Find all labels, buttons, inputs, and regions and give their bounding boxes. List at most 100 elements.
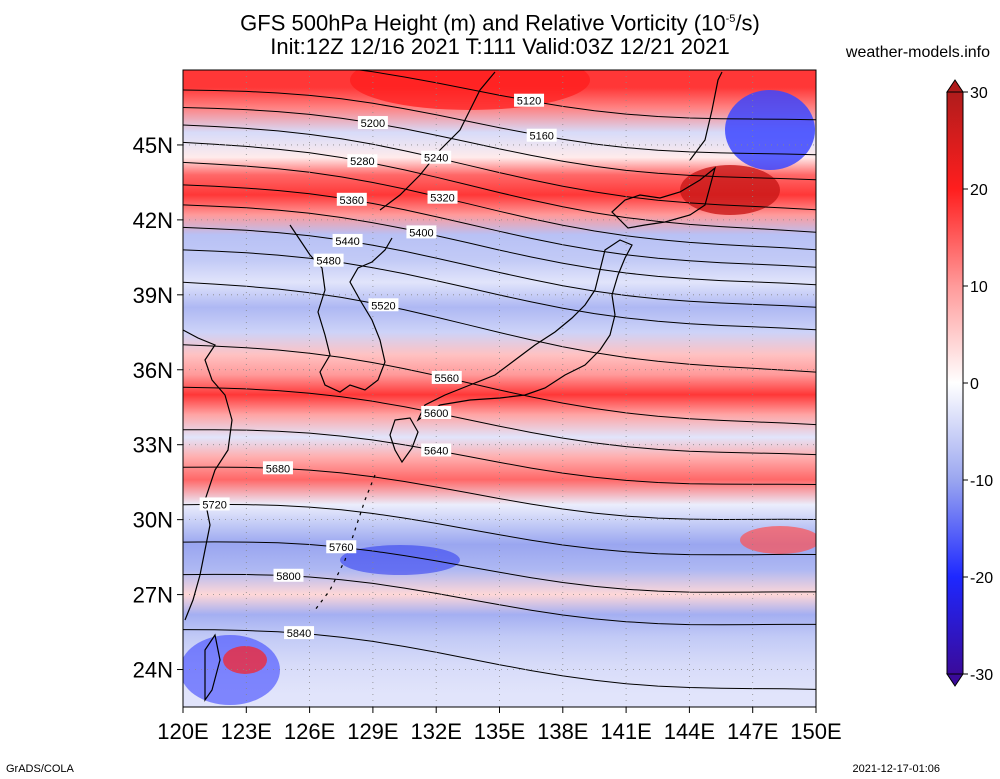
contour-label: 5440 [335, 236, 359, 248]
site-credit: weather-models.info [845, 44, 990, 61]
contour-label: 5320 [430, 193, 454, 205]
contour-label: 5240 [424, 153, 448, 165]
contour-label-bg [347, 154, 378, 168]
contour-label-bg [514, 93, 545, 107]
contour-label-bg [421, 443, 452, 457]
lon-tick-label: 132E [411, 719, 462, 744]
height-contour [183, 184, 816, 268]
chart-title-line-2: Init:12Z 12/16 2021 T:111 Valid:03Z 12/2… [270, 34, 730, 59]
height-contour [183, 89, 816, 156]
lat-tick-label: 45N [133, 133, 173, 158]
lon-tick-label: 138E [537, 719, 588, 744]
contour-label: 5600 [424, 408, 448, 420]
lat-tick-label: 33N [133, 433, 173, 458]
contour-label-bg [313, 253, 344, 267]
lon-tick-label: 129E [347, 719, 398, 744]
height-contour [183, 344, 816, 426]
contour-label-bg [421, 150, 452, 164]
colorbar-label: 30 [970, 85, 988, 102]
contour-label: 5400 [409, 227, 433, 239]
lon-tick-label: 120E [157, 719, 208, 744]
colorbar-label: 10 [970, 279, 988, 296]
contour-label: 5760 [329, 542, 353, 554]
latitude-ticks: 45N 42N 39N 36N 33N 30N 27N 24N [133, 133, 183, 683]
lon-tick-label: 126E [284, 719, 335, 744]
japan-hokkaido-coast [611, 166, 717, 229]
contour-label-bg [332, 233, 363, 247]
colorbar: 30 20 10 0 -10 -20 -30 [946, 79, 993, 687]
russia-coast [379, 71, 496, 211]
colorbar-top-arrow [946, 79, 964, 93]
colorbar-label: -10 [970, 473, 993, 490]
contour-label-bg [427, 190, 458, 204]
japan-honshu-coast [416, 239, 633, 422]
vorticity-max-south [223, 646, 267, 674]
contour-label-bg [431, 370, 462, 384]
contour-label-bg [406, 225, 437, 239]
lat-tick-label: 36N [133, 358, 173, 383]
colorbar-label: -20 [970, 570, 993, 587]
colorbar-label: 0 [970, 376, 979, 393]
contour-labels: 5120 5160 5200 5240 5280 5320 5360 5400 5440 5480… [199, 93, 557, 640]
contour-label: 5560 [435, 373, 459, 385]
vorticity-max-southeast [740, 526, 816, 554]
contour-label: 5640 [424, 445, 448, 457]
vorticity-max-north [350, 70, 590, 110]
contour-label: 5480 [316, 256, 340, 268]
contour-label-bg [273, 568, 304, 582]
lon-tick-label: 141E [600, 719, 651, 744]
colorbar-body [946, 91, 964, 675]
contour-label-bg [326, 540, 357, 554]
colorbar-label: 20 [970, 182, 988, 199]
vorticity-min-northeast [725, 90, 815, 170]
lon-tick-label: 144E [664, 719, 715, 744]
contour-label: 5360 [340, 195, 364, 207]
colorbar-bottom-arrow [946, 673, 964, 687]
height-contour [183, 141, 816, 233]
korea-coast [289, 224, 393, 393]
contour-label-bg [421, 406, 452, 420]
lon-tick-label: 150E [790, 719, 841, 744]
china-coast [183, 329, 233, 621]
chart-title-line-1: GFS 500hPa Height (m) and Relative Vorti… [240, 10, 760, 36]
contour-label: 5680 [266, 463, 290, 475]
colorbar-label: -30 [970, 667, 993, 684]
sakhalin-coast [689, 71, 723, 161]
lon-tick-label: 147E [727, 719, 778, 744]
contour-label-bg [357, 116, 388, 130]
lat-tick-label: 39N [133, 283, 173, 308]
height-contour [183, 281, 816, 373]
plot-area [183, 70, 816, 707]
vorticity-min-central-south [340, 545, 460, 575]
contour-label-bg [526, 128, 557, 142]
contour-label: 5800 [276, 571, 300, 583]
contour-label: 5840 [287, 628, 311, 640]
lon-tick-label: 135E [474, 719, 525, 744]
contour-label: 5520 [371, 300, 395, 312]
japan-kyushu-coast [389, 417, 419, 464]
contour-label-bg [368, 298, 399, 312]
footer-timestamp: 2021-12-17-01:06 [852, 763, 940, 775]
height-contour [183, 249, 816, 331]
contour-label: 5160 [529, 131, 553, 143]
contour-label: 5720 [202, 499, 226, 511]
height-contour [183, 503, 816, 556]
height-contour [183, 429, 816, 485]
contour-label-bg [336, 192, 367, 206]
map-grid [183, 70, 816, 707]
lon-tick-label: 123E [221, 719, 272, 744]
longitude-ticks: 120E 123E 126E 129E 132E 135E 138E 141E 144E 147E… [157, 707, 842, 744]
footer-software: GrADS/COLA [6, 763, 74, 775]
height-contour [183, 386, 816, 456]
height-contour [183, 541, 816, 593]
contour-label: 5200 [361, 118, 385, 130]
lat-tick-label: 30N [133, 508, 173, 533]
contour-label: 5280 [350, 156, 374, 168]
taiwan-coast [204, 633, 221, 702]
lat-tick-label: 24N [133, 658, 173, 683]
lat-tick-label: 42N [133, 208, 173, 233]
height-contour [183, 161, 816, 251]
contour-label-bg [262, 461, 293, 475]
contour-label-bg [284, 626, 315, 640]
